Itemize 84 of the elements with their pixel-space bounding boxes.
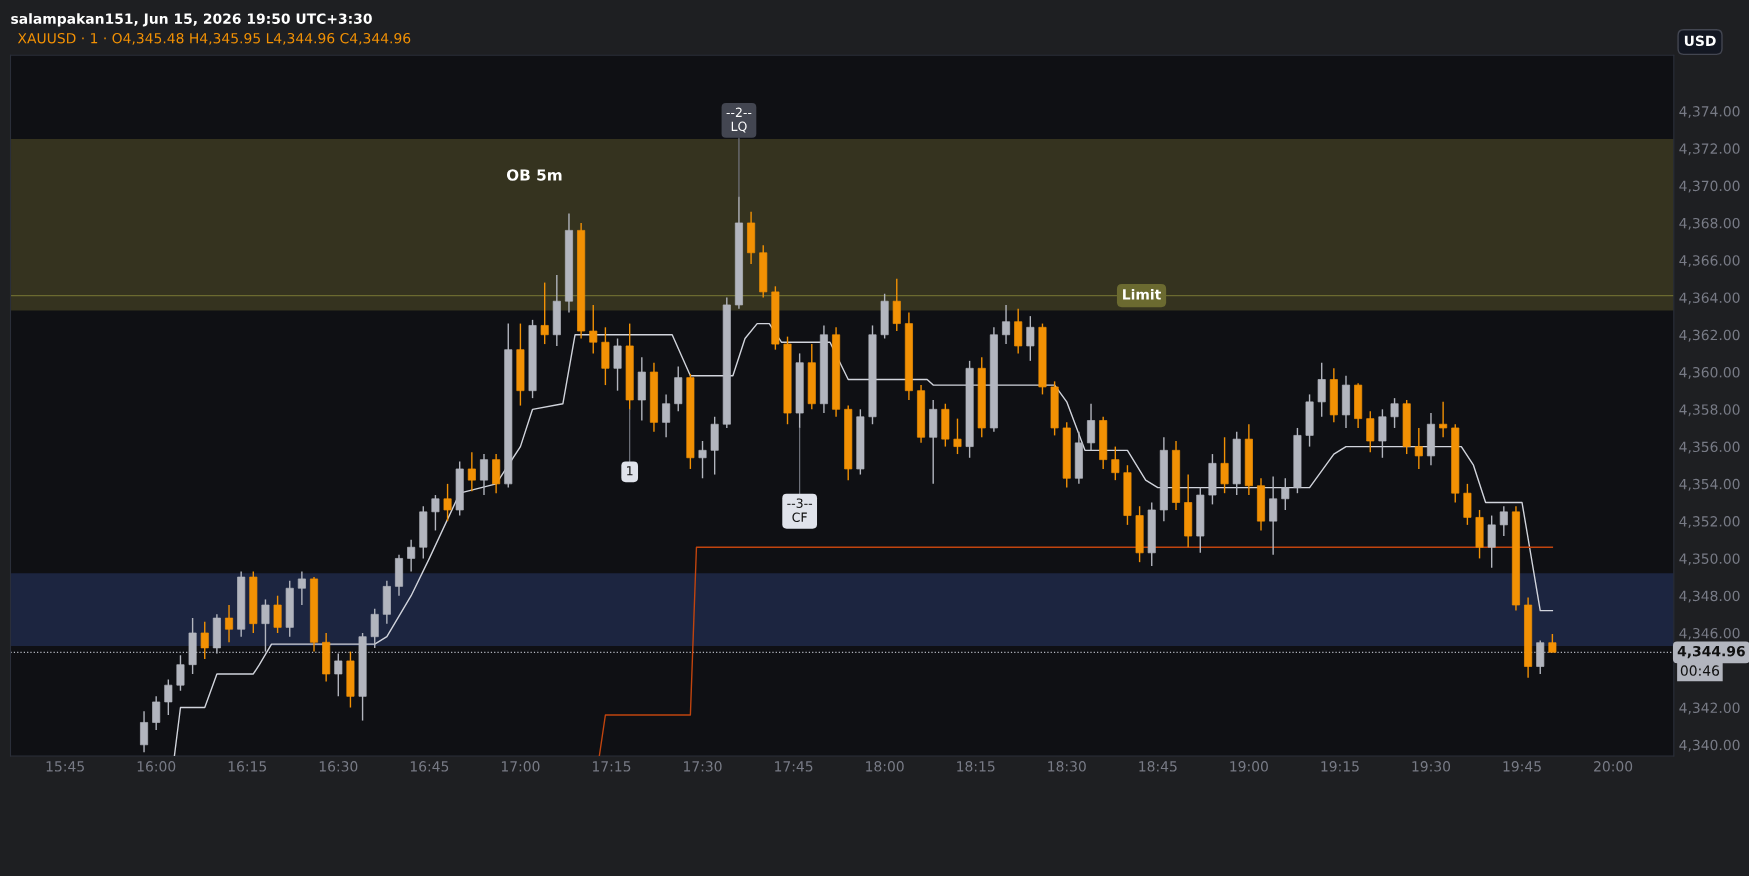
- x-tick-label: 17:15: [592, 761, 631, 772]
- y-tick-label: 4,350.00: [1679, 553, 1740, 566]
- x-tick-label: 19:45: [1503, 761, 1541, 772]
- chart-subtitle: XAUUSD · 1 · O4,345.48 H4,345.95 L4,344.96 C4,344.96: [17, 32, 411, 45]
- candlestick: [1317, 362, 1326, 418]
- y-tick-label: 4,348.00: [1679, 590, 1740, 603]
- band-label: OB 5m: [506, 169, 562, 181]
- candlestick: [892, 278, 901, 332]
- candlestick: [1026, 315, 1035, 362]
- x-tick-label: 16:00: [137, 761, 176, 772]
- x-tick-label: 19:15: [1321, 761, 1359, 772]
- candlestick: [1499, 505, 1508, 537]
- candlestick: [164, 678, 173, 716]
- candlestick: [1366, 410, 1375, 453]
- chart-title: salampakan151, Jun 15, 2026 19:50 UTC+3:30: [11, 13, 372, 27]
- x-tick-label: 15:45: [46, 761, 84, 772]
- text: 00:46: [1680, 665, 1720, 676]
- candlestick: [1002, 304, 1011, 345]
- y-tick-label: 4,368.00: [1679, 217, 1740, 230]
- x-tick-label: 16:30: [319, 761, 358, 772]
- ref-line-label: Limit: [1123, 288, 1161, 300]
- y-tick-label: 4,366.00: [1679, 255, 1740, 268]
- candlestick: [273, 595, 282, 634]
- candlestick: [200, 621, 209, 660]
- candlestick: [613, 337, 622, 392]
- candlestick: [370, 608, 379, 649]
- y-tick-label: 4,358.00: [1679, 404, 1740, 417]
- y-tick-label: 4,362.00: [1679, 329, 1740, 342]
- candlestick: [1439, 401, 1448, 438]
- annotation: --2-- LQ: [726, 107, 752, 133]
- x-tick-label: 18:00: [866, 761, 904, 772]
- candlestick: [467, 451, 476, 493]
- candlestick: [698, 440, 707, 479]
- x-tick-label: 18:30: [1048, 761, 1086, 772]
- candlestick: [443, 483, 452, 522]
- y-tick-label: 4,342.00: [1679, 702, 1740, 715]
- x-tick-label: 17:30: [684, 761, 722, 772]
- candlestick: [261, 598, 270, 653]
- x-tick-label: 17:00: [501, 761, 540, 772]
- line-series: [173, 322, 1554, 756]
- candlestick: [540, 281, 549, 345]
- x-tick-label: 19:30: [1412, 761, 1451, 772]
- candlestick: [334, 652, 343, 698]
- candlestick: [1487, 514, 1496, 569]
- candlestick: [1414, 427, 1423, 470]
- annotation: 1: [627, 466, 633, 476]
- x-tick-label: 16:45: [410, 761, 449, 772]
- candlestick: [662, 393, 671, 438]
- candlestick: [431, 494, 440, 532]
- candlestick: [1548, 633, 1557, 654]
- candlestick: [953, 417, 962, 455]
- y-tick-label: 4,370.00: [1679, 180, 1740, 193]
- candlestick: [1111, 445, 1120, 481]
- candlestick: [1390, 397, 1399, 429]
- candlestick: [297, 570, 306, 606]
- candlestick: [176, 654, 185, 692]
- candlestick: [589, 304, 598, 355]
- y-tick-label: 4,364.00: [1679, 292, 1740, 305]
- y-tick-label: 4,374.00: [1679, 106, 1740, 118]
- x-tick-label: 16:15: [228, 761, 267, 772]
- x-tick-label: 17:45: [775, 761, 813, 772]
- x-tick-label: 20:00: [1594, 761, 1633, 772]
- annotation: --3-- CF: [787, 498, 813, 522]
- candlestick: [1281, 477, 1290, 511]
- y-tick-label: 4,352.00: [1679, 516, 1740, 529]
- y-tick-label: 4,354.00: [1679, 478, 1740, 491]
- y-tick-label: 4,372.00: [1679, 143, 1740, 156]
- x-tick-label: 18:15: [957, 761, 995, 772]
- ref-line-label: 4,344.96: [1677, 645, 1745, 659]
- candlestick: [140, 710, 149, 753]
- y-tick-label: 4,346.00: [1679, 627, 1740, 640]
- y-tick-label: 4,340.00: [1679, 739, 1740, 752]
- y-tick-label: 4,360.00: [1679, 367, 1740, 379]
- candlestick: [1087, 403, 1096, 452]
- x-tick-label: 19:00: [1230, 761, 1268, 772]
- candlestick: [1269, 475, 1278, 556]
- y-tick-label: 4,356.00: [1679, 441, 1740, 454]
- candlestick: [1220, 436, 1229, 494]
- candlestick: [225, 604, 234, 643]
- candlestick: [480, 453, 488, 496]
- candlestick: [152, 695, 161, 731]
- candlestick: [407, 539, 416, 573]
- text: USD: [1684, 35, 1716, 47]
- x-tick-label: 18:45: [1139, 761, 1177, 772]
